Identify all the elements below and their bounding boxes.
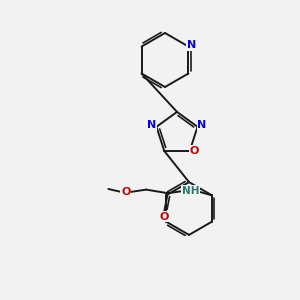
- Text: NH: NH: [182, 186, 199, 196]
- Text: N: N: [197, 120, 207, 130]
- Text: N: N: [147, 120, 157, 130]
- Text: O: O: [190, 146, 199, 156]
- Text: O: O: [160, 212, 169, 222]
- Text: O: O: [121, 187, 130, 197]
- Text: N: N: [188, 40, 196, 50]
